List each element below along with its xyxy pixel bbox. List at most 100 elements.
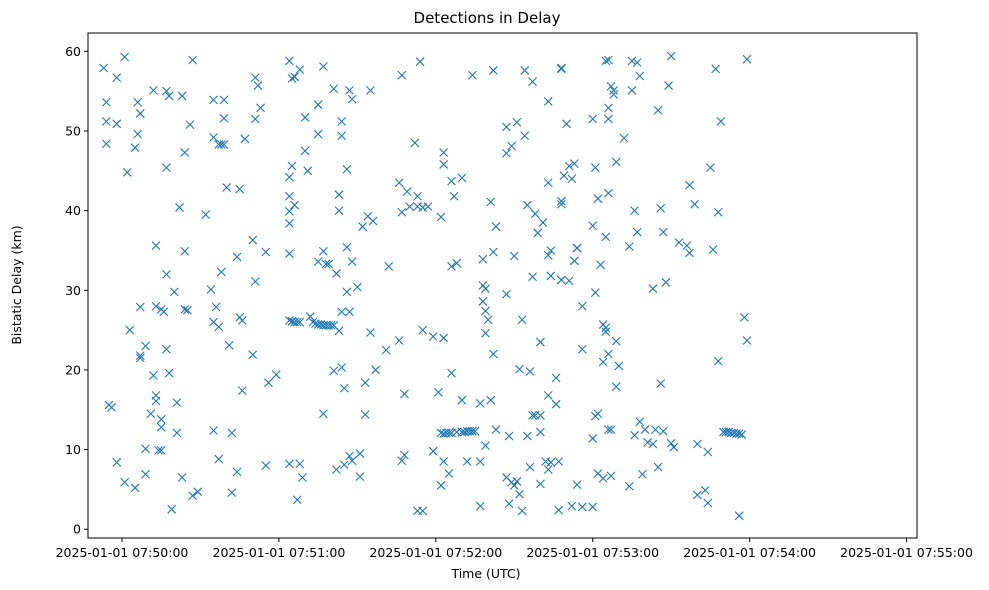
- data-point: [512, 477, 522, 486]
- data-point: [452, 258, 462, 268]
- data-point: [287, 74, 297, 83]
- data-point: [682, 241, 692, 251]
- data-point: [313, 129, 323, 139]
- data-point: [298, 473, 307, 482]
- data-point: [329, 84, 339, 94]
- data-point: [551, 373, 561, 383]
- data-point: [337, 307, 347, 317]
- data-point: [632, 227, 642, 237]
- data-point: [418, 325, 428, 335]
- data-point: [478, 297, 488, 306]
- data-point: [692, 439, 702, 449]
- data-point: [360, 410, 370, 419]
- data-point: [156, 445, 166, 455]
- data-point: [180, 305, 190, 314]
- data-point: [632, 58, 642, 67]
- data-point: [112, 73, 122, 82]
- data-point: [206, 285, 216, 294]
- data-point: [449, 191, 459, 201]
- data-point: [604, 103, 613, 113]
- data-point: [219, 95, 229, 105]
- data-point: [318, 409, 328, 419]
- data-point: [130, 483, 140, 493]
- data-point: [711, 64, 721, 74]
- data-point: [141, 444, 150, 454]
- data-point: [564, 276, 574, 286]
- data-point: [627, 85, 637, 95]
- data-point: [543, 97, 553, 106]
- data-point: [528, 77, 537, 86]
- data-point: [253, 81, 263, 90]
- data-point: [528, 272, 537, 282]
- data-point: [146, 409, 156, 419]
- data-point: [536, 410, 545, 420]
- data-point: [556, 275, 566, 285]
- data-point: [517, 506, 527, 516]
- data-point: [214, 454, 224, 464]
- data-point: [638, 469, 647, 479]
- data-point: [120, 52, 130, 62]
- data-point: [180, 246, 190, 256]
- data-point: [481, 441, 490, 450]
- data-point: [572, 480, 582, 490]
- data-point: [596, 260, 605, 270]
- data-point: [556, 63, 566, 73]
- data-point: [570, 159, 579, 169]
- data-point: [345, 307, 354, 317]
- data-point: [635, 417, 645, 427]
- data-point: [488, 247, 498, 257]
- data-point: [478, 254, 488, 264]
- data-point: [120, 477, 130, 487]
- data-point: [536, 427, 545, 437]
- data-point: [507, 141, 517, 151]
- data-point: [656, 203, 666, 213]
- data-point: [504, 499, 514, 509]
- data-point: [250, 114, 260, 124]
- data-point: [337, 363, 347, 372]
- data-point: [415, 57, 425, 67]
- data-point: [151, 396, 161, 406]
- data-point: [303, 166, 313, 176]
- data-point: [209, 95, 218, 105]
- data-point: [742, 54, 752, 64]
- data-point: [588, 114, 598, 124]
- data-point: [439, 160, 449, 169]
- y-axis: 0 10 20 30 40 50 60: [65, 44, 88, 537]
- data-point: [321, 259, 331, 269]
- data-point: [481, 328, 490, 338]
- data-point: [216, 140, 226, 149]
- data-point: [148, 371, 158, 380]
- data-point: [562, 119, 571, 129]
- data-point: [528, 410, 537, 420]
- data-point: [606, 425, 616, 435]
- chart-title: Detections in Delay: [414, 9, 561, 27]
- data-point: [713, 356, 723, 366]
- data-point: [162, 163, 171, 173]
- data-point: [167, 504, 177, 514]
- data-point: [318, 62, 328, 71]
- data-point: [154, 445, 163, 455]
- data-point: [394, 336, 404, 345]
- data-point: [643, 438, 653, 447]
- data-point: [332, 269, 341, 278]
- data-point: [360, 378, 370, 388]
- data-point: [635, 71, 645, 81]
- data-point: [232, 252, 242, 262]
- data-point: [250, 277, 260, 286]
- data-point: [135, 302, 145, 312]
- data-point: [554, 457, 564, 466]
- data-point: [509, 481, 519, 490]
- data-point: [250, 73, 260, 82]
- data-point: [347, 456, 357, 466]
- data-point: [169, 287, 179, 297]
- data-point: [308, 317, 318, 327]
- data-point: [546, 457, 556, 467]
- data-point: [355, 449, 365, 458]
- data-point: [211, 302, 221, 312]
- data-point: [418, 506, 428, 516]
- data-point: [653, 105, 663, 115]
- data-point: [193, 487, 203, 497]
- data-point: [536, 479, 545, 489]
